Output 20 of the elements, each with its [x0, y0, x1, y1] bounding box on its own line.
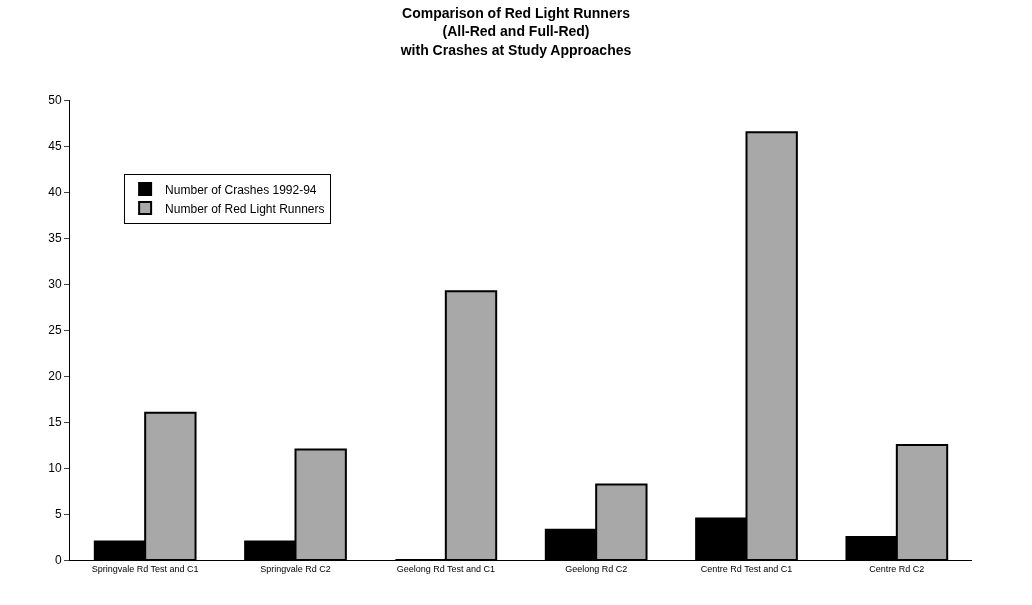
legend-label: Number of Red Light Runners: [165, 201, 325, 216]
x-tick-label: Springvale Rd C2: [260, 563, 331, 574]
x-tick-label: Centre Rd C2: [869, 563, 925, 574]
y-tick-label: 5: [54, 507, 62, 522]
y-tick-label: 20: [48, 369, 62, 384]
y-tick-label: 50: [48, 93, 62, 108]
chart-title: Comparison of Red Light Runners (All-Red and Full-Red) with Crashes at Study Approaches: [399, 5, 632, 58]
x-tick-label: Centre Rd Test and C1: [700, 563, 793, 574]
y-tick-label: 25: [48, 323, 62, 338]
y-tick-label: 0: [54, 553, 62, 568]
y-tick-label: 10: [48, 461, 62, 476]
x-tick-label: Geelong Rd C2: [565, 563, 628, 574]
x-tick-label: Geelong Rd Test and C1: [396, 563, 496, 574]
x-tick-label: Springvale Rd Test and C1: [91, 563, 199, 574]
y-tick-label: 45: [48, 139, 62, 154]
y-tick-label: 35: [48, 231, 62, 246]
y-tick-label: 30: [48, 277, 62, 292]
y-tick-label: 40: [48, 185, 62, 200]
y-tick-label: 15: [48, 415, 62, 430]
legend-label: Number of Crashes 1992-94: [165, 182, 317, 197]
